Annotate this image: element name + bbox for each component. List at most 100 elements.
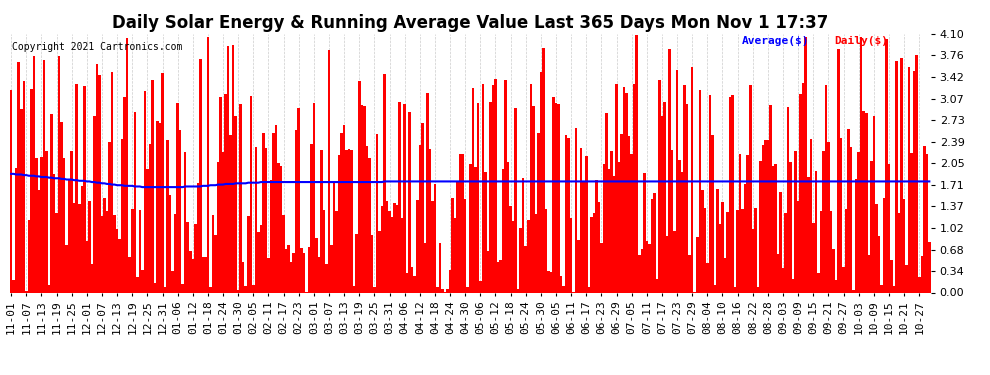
Bar bbox=[186, 222, 189, 292]
Bar bbox=[497, 262, 499, 292]
Bar bbox=[633, 84, 636, 292]
Bar bbox=[151, 80, 153, 292]
Bar bbox=[254, 147, 257, 292]
Bar bbox=[52, 174, 55, 292]
Bar bbox=[88, 201, 91, 292]
Bar bbox=[386, 201, 388, 292]
Bar bbox=[671, 150, 673, 292]
Bar bbox=[540, 72, 543, 292]
Bar bbox=[214, 235, 217, 292]
Bar bbox=[847, 129, 849, 292]
Bar bbox=[650, 199, 653, 292]
Bar bbox=[290, 262, 292, 292]
Bar bbox=[280, 166, 282, 292]
Bar bbox=[789, 162, 792, 292]
Bar bbox=[303, 254, 305, 292]
Bar bbox=[855, 179, 857, 292]
Bar bbox=[658, 80, 660, 292]
Bar bbox=[522, 178, 525, 292]
Bar bbox=[308, 246, 310, 292]
Bar bbox=[295, 130, 297, 292]
Bar bbox=[85, 241, 88, 292]
Bar bbox=[18, 62, 20, 292]
Bar bbox=[918, 277, 921, 292]
Bar bbox=[734, 286, 737, 292]
Bar bbox=[333, 183, 336, 292]
Bar bbox=[865, 113, 867, 292]
Bar bbox=[494, 79, 497, 292]
Bar bbox=[375, 134, 378, 292]
Bar bbox=[442, 290, 444, 292]
Bar bbox=[504, 80, 507, 292]
Bar bbox=[169, 195, 171, 292]
Bar bbox=[481, 84, 484, 292]
Bar bbox=[862, 111, 865, 292]
Bar bbox=[787, 107, 789, 292]
Bar bbox=[484, 172, 487, 292]
Bar bbox=[727, 212, 729, 292]
Bar bbox=[20, 108, 23, 292]
Bar bbox=[323, 210, 325, 292]
Bar bbox=[300, 248, 303, 292]
Bar bbox=[699, 90, 701, 292]
Bar bbox=[166, 140, 169, 292]
Bar bbox=[530, 84, 532, 292]
Bar bbox=[272, 133, 275, 292]
Bar bbox=[570, 217, 572, 292]
Bar bbox=[257, 232, 259, 292]
Bar bbox=[144, 91, 147, 292]
Bar bbox=[857, 152, 860, 292]
Bar bbox=[663, 102, 665, 292]
Bar bbox=[131, 209, 134, 292]
Bar bbox=[554, 104, 557, 292]
Bar bbox=[714, 285, 716, 292]
Bar bbox=[55, 213, 57, 292]
Bar bbox=[782, 268, 784, 292]
Bar bbox=[240, 104, 242, 292]
Bar bbox=[593, 213, 595, 292]
Bar bbox=[719, 224, 722, 292]
Bar bbox=[368, 158, 370, 292]
Bar bbox=[277, 162, 280, 292]
Bar bbox=[877, 236, 880, 292]
Bar bbox=[292, 253, 295, 292]
Bar bbox=[810, 140, 812, 292]
Bar bbox=[746, 155, 749, 292]
Bar bbox=[732, 95, 734, 292]
Bar bbox=[525, 246, 527, 292]
Bar bbox=[163, 287, 166, 292]
Bar bbox=[774, 164, 777, 292]
Bar bbox=[103, 198, 106, 292]
Bar bbox=[370, 235, 373, 292]
Bar bbox=[761, 145, 764, 292]
Bar bbox=[794, 151, 797, 292]
Bar bbox=[641, 249, 644, 292]
Bar bbox=[867, 255, 870, 292]
Text: Daily($): Daily($) bbox=[834, 36, 888, 46]
Bar bbox=[158, 123, 161, 292]
Bar bbox=[358, 81, 360, 292]
Bar bbox=[199, 59, 202, 292]
Bar bbox=[520, 228, 522, 292]
Bar bbox=[83, 86, 85, 292]
Bar bbox=[393, 203, 396, 292]
Bar bbox=[895, 61, 898, 292]
Bar bbox=[217, 162, 219, 292]
Bar bbox=[426, 93, 429, 292]
Bar bbox=[267, 258, 269, 292]
Bar bbox=[419, 145, 421, 292]
Bar bbox=[603, 164, 605, 292]
Bar bbox=[913, 71, 916, 292]
Bar bbox=[474, 167, 476, 292]
Bar bbox=[23, 81, 25, 292]
Bar bbox=[232, 45, 235, 292]
Bar bbox=[825, 85, 828, 292]
Bar bbox=[849, 147, 852, 292]
Bar bbox=[225, 94, 227, 292]
Bar bbox=[509, 206, 512, 292]
Bar bbox=[313, 102, 315, 292]
Bar bbox=[577, 240, 580, 292]
Bar bbox=[403, 104, 406, 292]
Bar bbox=[252, 285, 254, 292]
Bar bbox=[70, 150, 73, 292]
